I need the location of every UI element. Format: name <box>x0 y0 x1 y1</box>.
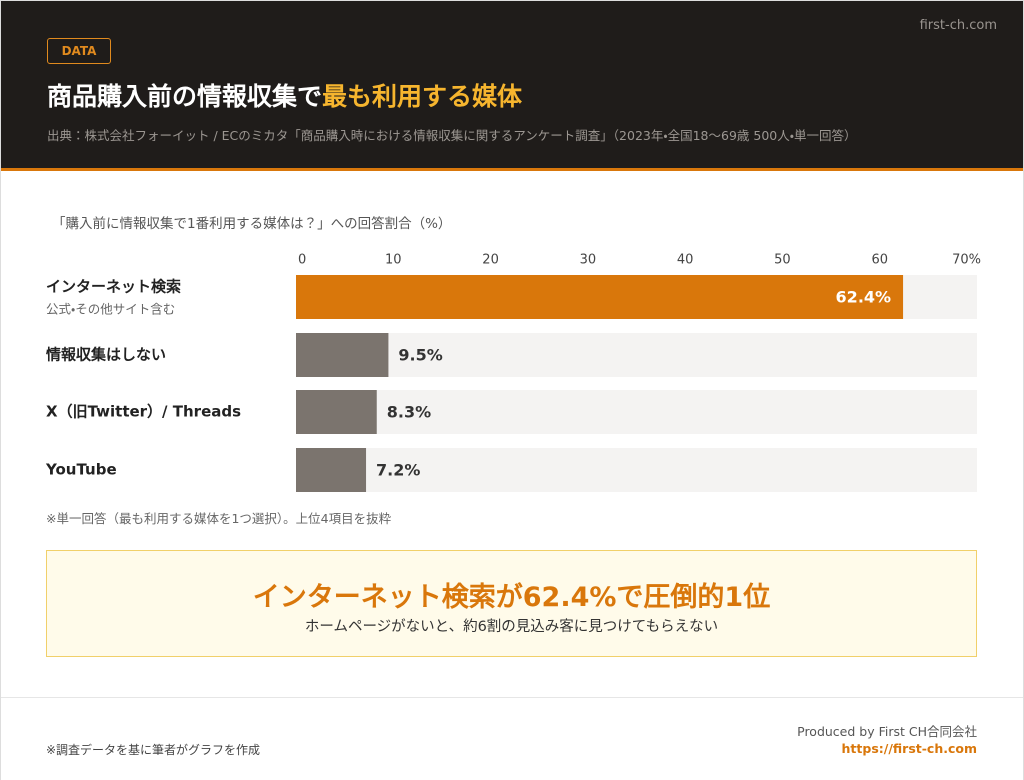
x-tick-label: 20 <box>482 253 499 268</box>
x-tick-label: 0 <box>298 253 306 268</box>
category-note: 公式・その他サイト含む <box>46 302 175 317</box>
callout-headline: インターネット検索が62.4%で圧倒的1位 <box>252 582 771 613</box>
x-tick-label: 10 <box>385 253 402 268</box>
x-tick-label: 60 <box>871 253 888 268</box>
callout: インターネット検索が62.4%で圧倒的1位 ホームページがないと、約6割の見込み… <box>46 550 977 657</box>
chart: 「購入前に情報収集で1番利用する媒体は？」への回答割合（%） 0 10 20 30 40… <box>45 215 981 492</box>
category-label: X（旧Twitter）/ Threads <box>46 403 241 421</box>
bar-track <box>296 333 977 377</box>
header: DATA first-ch.com 商品購入前の情報収集で最も利用する媒体 出典… <box>1 1 1023 171</box>
title: 商品購入前の情報収集で最も利用する媒体 <box>47 77 522 113</box>
x-tick-label: 30 <box>580 253 597 268</box>
chart-note: ※単一回答（最も利用する媒体を1つ選択）。上位4項目を抜粋 <box>46 511 392 526</box>
title-highlight: 最も利用する媒体 <box>322 82 523 111</box>
x-tick-label: 70% <box>952 253 981 268</box>
x-tick-label: 50 <box>774 253 791 268</box>
bar <box>296 333 389 377</box>
bar-track <box>296 448 977 492</box>
category-label: インターネット検索 <box>46 278 181 296</box>
url[interactable]: https://first-ch.com <box>841 741 977 756</box>
x-tick-label: 40 <box>677 253 694 268</box>
category-label: 情報収集はしない <box>46 346 166 364</box>
chart-title: 「購入前に情報収集で1番利用する媒体は？」への回答割合（%） <box>52 215 451 232</box>
title-lead: 商品購入前の情報収集で <box>47 82 323 111</box>
bar-track <box>296 390 977 434</box>
callout-text: ホームページがないと、約6割の見込み客に見つけてもらえない <box>304 619 719 635</box>
badge: DATA <box>47 38 111 64</box>
footer: ※調査データを基に筆者がグラフを作成 Produced by First CH合… <box>1 697 1023 780</box>
source: 出典：株式会社フォーイット / ECのミカタ「商品購入時における情報収集に関する… <box>47 128 857 143</box>
value-label: 62.4% <box>836 288 892 307</box>
bar <box>296 275 904 319</box>
value-label: 7.2% <box>376 461 420 480</box>
value-label: 9.5% <box>398 346 442 365</box>
producer: Produced by First CH合同会社 <box>797 724 977 739</box>
value-label: 8.3% <box>387 403 431 422</box>
footer-note: ※調査データを基に筆者がグラフを作成 <box>46 743 261 757</box>
bar <box>296 448 367 492</box>
site-name: first-ch.com <box>919 18 997 33</box>
category-label: YouTube <box>45 461 117 479</box>
bar <box>296 390 377 434</box>
